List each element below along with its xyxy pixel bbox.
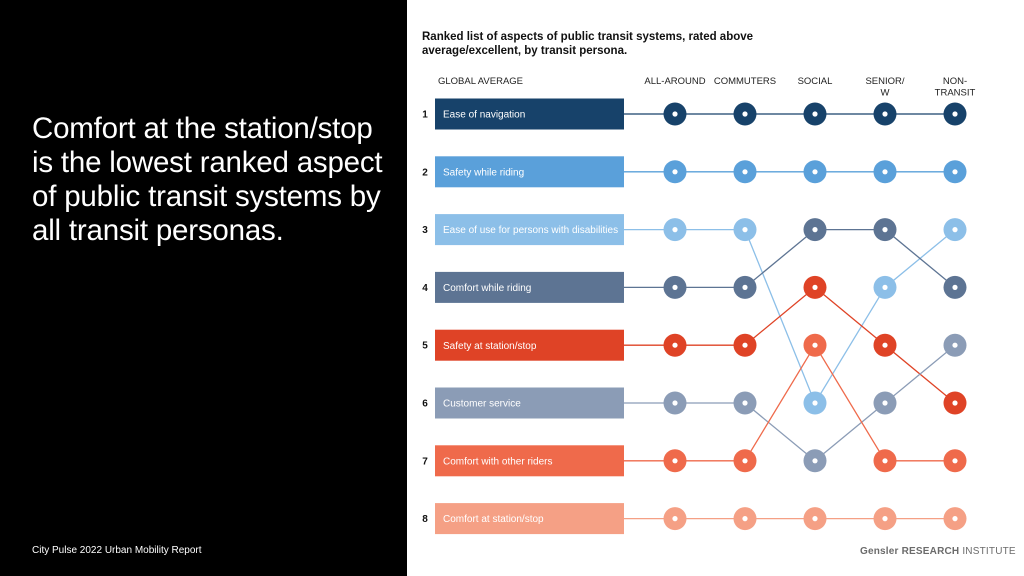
dot-center-safety_while_riding-social [812, 169, 818, 175]
connector-comfort_with_other_riders-2 [814, 344, 886, 462]
dot-center-comfort_while_riding-senior [882, 227, 888, 233]
dot-center-comfort_at_station-all_around [672, 516, 678, 522]
rank-label-2: 2 [422, 167, 428, 178]
logo-suffix: INSTITUTE [962, 546, 1016, 557]
dot-center-ease_of_use_disabilities-social [812, 400, 818, 406]
bar-safety_while_riding [435, 156, 624, 188]
connector-customer_service-2 [814, 402, 886, 462]
dot-center-comfort_with_other_riders-non_transit [952, 458, 958, 464]
dot-center-customer_service-commuters [742, 400, 748, 406]
dot-center-comfort_with_other_riders-commuters [742, 458, 748, 464]
persona-header-senior: SENIOR/W [865, 76, 904, 99]
rank-label-5: 5 [422, 341, 428, 352]
rank-label-7: 7 [422, 456, 428, 467]
rank-label-1: 1 [422, 110, 428, 121]
dot-center-ease_of_navigation-social [812, 111, 818, 117]
rank-label-6: 6 [422, 399, 428, 410]
dot-center-comfort_with_other_riders-social [812, 342, 818, 348]
dot-center-safety_at_station-social [812, 284, 818, 290]
dot-center-comfort_while_riding-commuters [742, 284, 748, 290]
connector-safety_at_station-2 [814, 286, 886, 346]
dot-center-customer_service-social [812, 458, 818, 464]
dot-center-ease_of_navigation-all_around [672, 111, 678, 117]
dot-center-ease_of_use_disabilities-all_around [672, 227, 678, 233]
logo-brand: Gensler RESEARCH [860, 546, 960, 557]
dot-center-safety_while_riding-all_around [672, 169, 678, 175]
dot-center-ease_of_use_disabilities-non_transit [952, 227, 958, 233]
bar-label-safety_at_station: Safety at station/stop [443, 341, 537, 352]
dot-center-safety_while_riding-non_transit [952, 169, 958, 175]
dot-center-ease_of_navigation-non_transit [952, 111, 958, 117]
bar-label-safety_while_riding: Safety while riding [443, 167, 524, 178]
dot-center-comfort_at_station-non_transit [952, 516, 958, 522]
connector-customer_service-1 [744, 402, 816, 462]
connector-comfort_while_riding-3 [884, 229, 956, 288]
bar-safety_at_station [435, 329, 624, 361]
gensler-logo: Gensler RESEARCH INSTITUTE [860, 546, 1016, 557]
bar-label-comfort_while_riding: Comfort while riding [443, 283, 531, 294]
chart-title: Ranked list of aspects of public transit… [422, 31, 754, 57]
dot-center-safety_while_riding-senior [882, 169, 888, 175]
bar-label-customer_service: Customer service [443, 399, 521, 410]
bar-ease_of_use_disabilities [435, 214, 624, 246]
connector-safety_at_station-1 [744, 286, 816, 346]
dot-center-safety_at_station-all_around [672, 342, 678, 348]
connector-comfort_with_other_riders-1 [744, 344, 816, 462]
global-average-header: GLOBAL AVERAGE [438, 76, 523, 87]
persona-header-non_transit: NON-TRANSIT [935, 76, 976, 99]
dot-center-comfort_while_riding-social [812, 227, 818, 233]
dot-center-comfort_at_station-commuters [742, 516, 748, 522]
bar-comfort_while_riding [435, 271, 624, 303]
rank-label-4: 4 [422, 283, 428, 294]
dot-center-ease_of_use_disabilities-senior [882, 284, 888, 290]
dot-center-customer_service-all_around [672, 400, 678, 406]
dot-center-ease_of_use_disabilities-commuters [742, 227, 748, 233]
dot-center-comfort_with_other_riders-senior [882, 458, 888, 464]
dot-center-customer_service-non_transit [952, 342, 958, 348]
dot-center-safety_at_station-commuters [742, 342, 748, 348]
bar-customer_service [435, 387, 624, 419]
dot-center-comfort_at_station-senior [882, 516, 888, 522]
persona-header-social: SOCIAL [798, 76, 833, 87]
dot-center-customer_service-senior [882, 400, 888, 406]
rank-label-8: 8 [422, 514, 428, 525]
dot-center-comfort_while_riding-non_transit [952, 284, 958, 290]
bar-label-comfort_at_station: Comfort at station/stop [443, 514, 544, 525]
dot-center-comfort_while_riding-all_around [672, 284, 678, 290]
report-footer: City Pulse 2022 Urban Mobility Report [32, 545, 202, 556]
bar-label-ease_of_navigation: Ease of navigation [443, 110, 525, 121]
persona-header-all_around: ALL-AROUND [644, 76, 705, 87]
bar-comfort_with_other_riders [435, 445, 624, 477]
dot-center-safety_at_station-non_transit [952, 400, 958, 406]
dot-center-comfort_with_other_riders-all_around [672, 458, 678, 464]
bar-comfort_at_station [435, 503, 624, 535]
dot-center-ease_of_navigation-commuters [742, 111, 748, 117]
bar-ease_of_navigation [435, 98, 624, 130]
left-panel: Comfort at the station/stop is the lowes… [0, 0, 407, 576]
connector-ease_of_use_disabilities-2 [814, 287, 886, 404]
dot-center-safety_at_station-senior [882, 342, 888, 348]
dot-center-ease_of_navigation-senior [882, 111, 888, 117]
rank-label-3: 3 [422, 225, 428, 236]
bar-label-comfort_with_other_riders: Comfort with other riders [443, 456, 552, 467]
persona-header-commuters: COMMUTERS [714, 76, 776, 87]
bar-label-ease_of_use_disabilities: Ease of use for persons with disabilitie… [443, 225, 618, 236]
dot-center-safety_while_riding-commuters [742, 169, 748, 175]
connector-customer_service-3 [884, 344, 956, 404]
dot-center-comfort_at_station-social [812, 516, 818, 522]
connector-comfort_while_riding-1 [744, 229, 816, 288]
headline: Comfort at the station/stop is the lowes… [32, 112, 383, 247]
